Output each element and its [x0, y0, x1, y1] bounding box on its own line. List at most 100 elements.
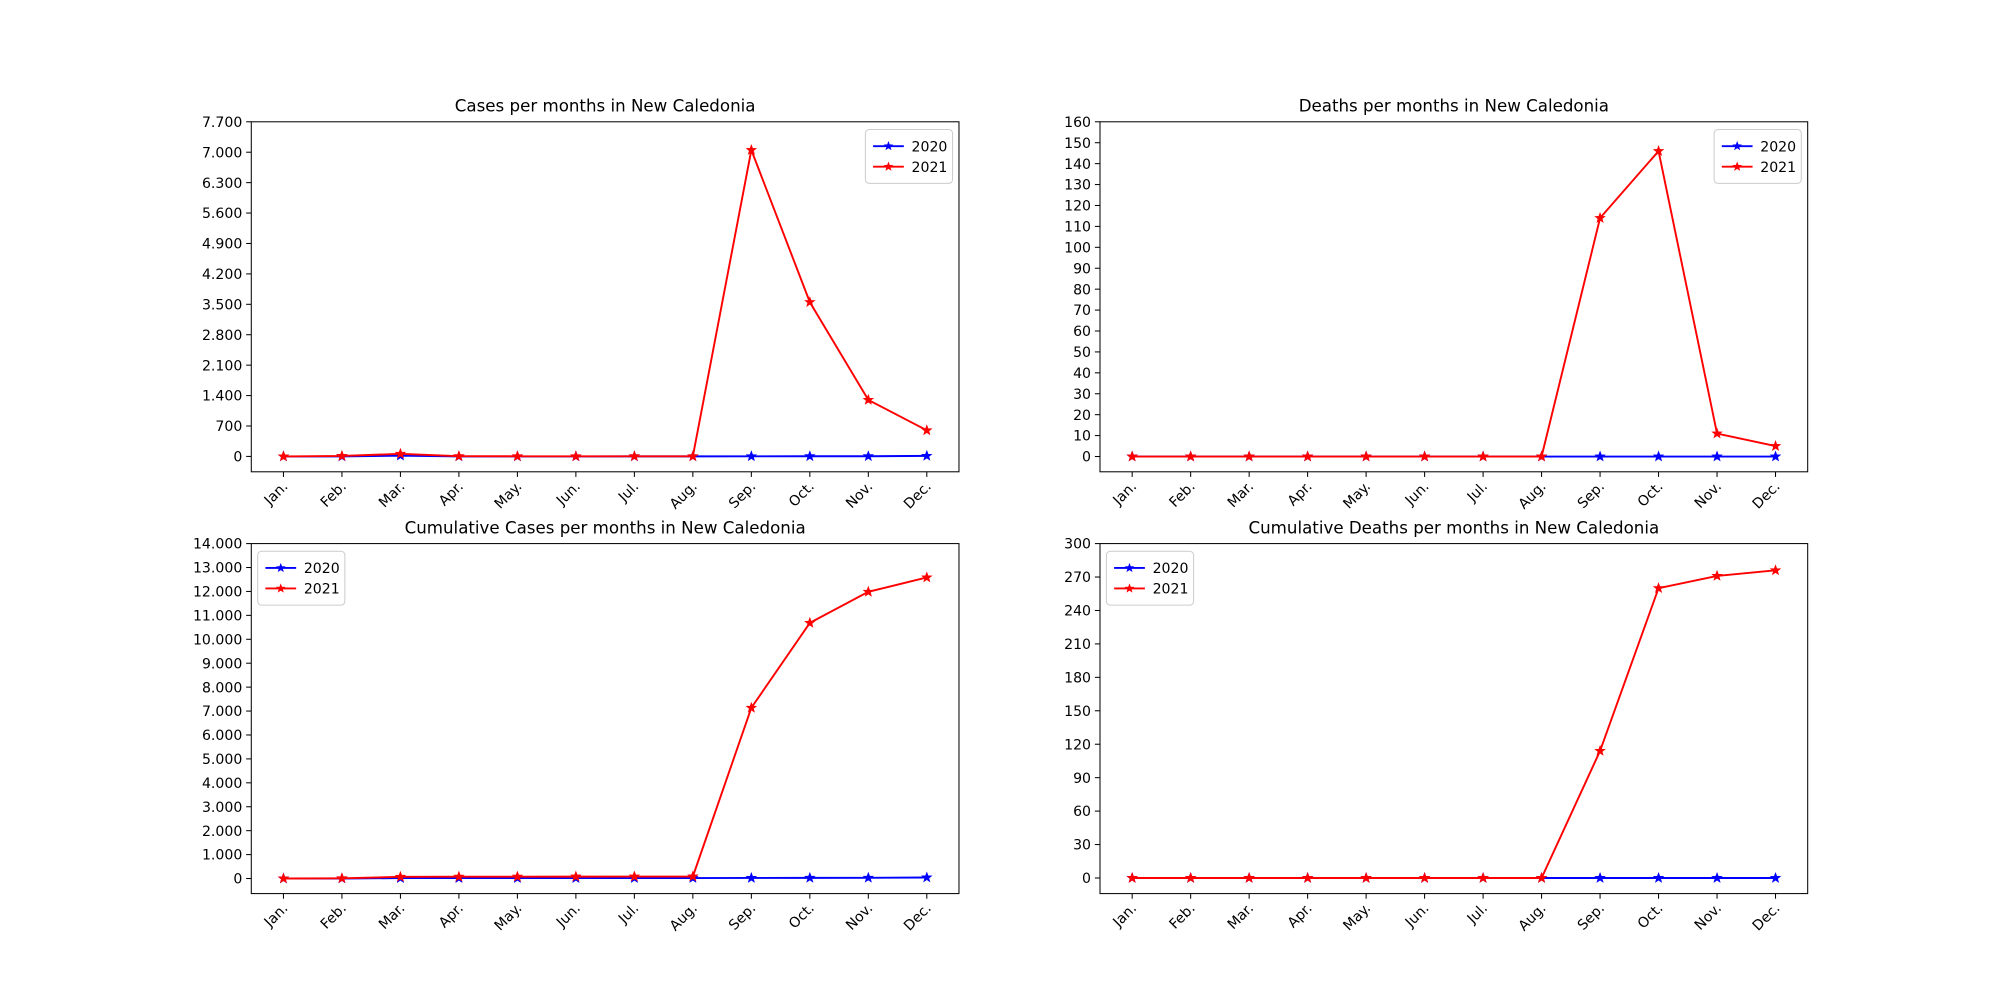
series-line [283, 876, 927, 880]
point-marker [1360, 871, 1372, 883]
legend-label: 2021 [304, 582, 340, 598]
point-marker [1418, 871, 1431, 883]
point-marker [1126, 871, 1138, 883]
y-tick-label: 8.000 [202, 680, 242, 696]
point-marker [804, 616, 816, 628]
y-tick-label: 90 [1073, 261, 1091, 277]
x-tick-label: Dec. [1750, 479, 1784, 513]
x-tick-label: Mar. [376, 900, 408, 932]
point-marker [1535, 871, 1548, 883]
x-tick-label: May. [492, 479, 526, 513]
x-tick-label: Oct. [786, 479, 818, 511]
legend-marker [883, 141, 894, 151]
subplot: Cases per months in New Caledonia 0 700 1.4… [202, 97, 960, 513]
x-tick-label: Oct. [1635, 900, 1667, 932]
point-marker [862, 871, 875, 883]
legend-box [1105, 550, 1195, 606]
y-tick-label: 0 [1082, 450, 1091, 466]
legend-label: 2021 [1760, 160, 1796, 176]
y-tick-label: 120 [1064, 737, 1091, 753]
point-marker [921, 571, 933, 583]
x-tick-label: Sep. [726, 900, 759, 933]
point-marker [336, 449, 348, 461]
y-tick-label: 6.300 [202, 176, 242, 192]
x-tick-label: Mar. [1225, 479, 1257, 511]
point-marker [1594, 744, 1606, 756]
x-tick-label: Jan. [261, 900, 292, 931]
legend-marker [883, 161, 894, 171]
x-tick-label: Oct. [1635, 479, 1667, 511]
chart-title: Cumulative Deaths per months in New Cale… [1249, 518, 1660, 537]
point-marker [687, 870, 699, 882]
point-marker [1711, 427, 1723, 439]
point-marker [1711, 871, 1723, 883]
y-tick-label: 80 [1073, 282, 1091, 298]
x-tick-label: Sep. [1575, 900, 1608, 933]
legend: 2020 2021 [1713, 128, 1802, 184]
series-line [1132, 148, 1776, 458]
point-marker [1769, 871, 1782, 883]
legend-label: 2021 [1153, 582, 1189, 598]
y-tick-label: 4.200 [202, 267, 242, 283]
y-tick-label: 160 [1064, 115, 1091, 131]
subplot: Cumulative Deaths per months in New Cale… [1064, 518, 1809, 934]
y-tick-label: 120 [1064, 199, 1091, 215]
point-marker [862, 450, 875, 462]
legend-label: 2020 [912, 139, 948, 155]
y-tick-label: 100 [1064, 240, 1091, 256]
point-marker [511, 870, 524, 882]
y-tick-label: 180 [1064, 670, 1091, 686]
legend-marker [1124, 562, 1135, 573]
point-marker [1418, 450, 1431, 462]
point-marker [1652, 582, 1665, 594]
point-marker [1711, 569, 1723, 581]
point-marker [1477, 450, 1489, 462]
y-tick-label: 110 [1064, 220, 1091, 236]
y-tick-label: 3.500 [202, 297, 242, 313]
x-tick-label: Oct. [786, 900, 818, 932]
y-tick-label: 10 [1073, 429, 1091, 445]
plot-frame [1099, 543, 1809, 895]
point-marker [1535, 450, 1548, 462]
point-marker [511, 450, 524, 462]
y-tick-label: 7.000 [202, 145, 242, 161]
y-tick-label: 240 [1064, 604, 1091, 620]
x-tick-label: Aug. [667, 479, 701, 513]
point-marker [628, 450, 641, 462]
series-line [283, 146, 928, 458]
y-tick-label: 30 [1073, 387, 1091, 403]
x-tick-label: Jun. [1402, 900, 1433, 931]
point-marker [1301, 871, 1314, 883]
series-line [283, 576, 928, 880]
x-tick-label: Dec. [901, 900, 935, 934]
x-tick-label: Jun. [1402, 479, 1433, 510]
point-marker [1652, 450, 1665, 462]
y-tick-label: 6.000 [202, 728, 242, 744]
y-tick-label: 40 [1073, 366, 1091, 382]
y-tick-label: 300 [1064, 537, 1091, 553]
y-tick-label: 150 [1064, 704, 1091, 720]
point-marker [570, 870, 582, 882]
y-tick-label: 10.000 [193, 632, 242, 648]
x-tick-label: Dec. [1750, 900, 1784, 934]
point-marker [453, 450, 465, 462]
y-tick-label: 13.000 [193, 561, 242, 577]
x-tick-label: Sep. [726, 479, 759, 512]
point-marker [687, 450, 699, 462]
point-marker [1126, 450, 1138, 462]
y-tick-label: 2.800 [202, 328, 242, 344]
y-tick-label: 700 [215, 419, 242, 435]
y-tick-label: 2.000 [202, 824, 242, 840]
legend-label: 2021 [912, 160, 948, 176]
subplot: Deaths per months in New Caledonia 0 10 20 3… [1064, 97, 1809, 513]
point-marker [1243, 450, 1255, 462]
legend-marker [275, 562, 286, 573]
x-tick-label: Apr. [1285, 900, 1316, 931]
point-marker [394, 447, 407, 459]
x-tick-label: Mar. [1225, 900, 1257, 932]
legend: 2020 2021 [864, 128, 954, 184]
x-tick-label: Apr. [1285, 479, 1316, 510]
point-marker [1184, 450, 1197, 462]
y-tick-label: 30 [1073, 838, 1091, 854]
y-tick-label: 70 [1073, 303, 1091, 319]
